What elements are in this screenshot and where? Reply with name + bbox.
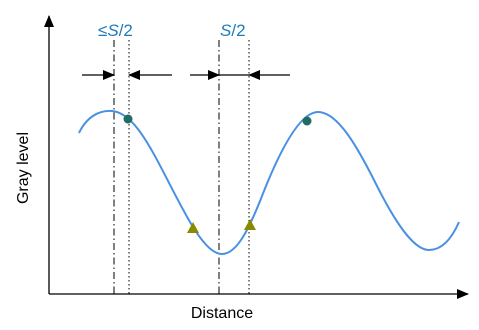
circle-marker-right <box>302 116 312 126</box>
right-width-label: S/2 <box>220 21 246 40</box>
triangle-marker-left <box>187 222 199 233</box>
right-width-label-symbol: S <box>220 21 232 40</box>
triangle-marker-right <box>244 219 256 230</box>
gray-level-curve <box>78 109 460 256</box>
circle-marker-left <box>123 114 133 124</box>
left-width-label-suffix: /2 <box>119 21 133 40</box>
y-axis-label: Gray level <box>15 132 32 204</box>
left-width-label-prefix: ≤ <box>98 21 107 40</box>
x-axis-label: Distance <box>191 305 253 322</box>
left-width-label-symbol: S <box>107 21 119 40</box>
left-width-label: ≤S/2 <box>98 21 133 40</box>
right-width-label-suffix: /2 <box>231 21 245 40</box>
